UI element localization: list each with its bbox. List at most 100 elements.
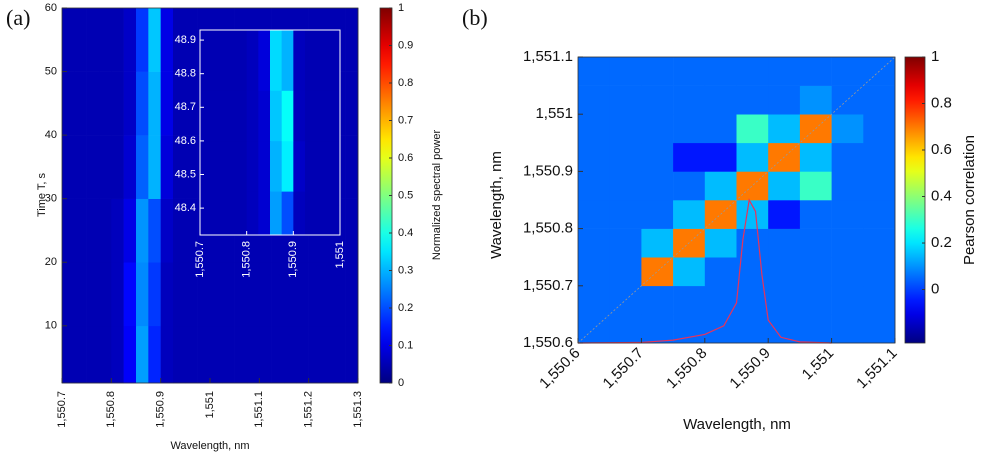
heat-cell — [281, 140, 294, 192]
heat-cell — [609, 228, 642, 258]
heat-cell — [223, 30, 236, 91]
x-tick-label: 1,551.1 — [853, 345, 900, 392]
x-tick-label: 1,551 — [799, 345, 838, 384]
heat-cell — [799, 257, 832, 287]
heat-cell — [136, 8, 149, 72]
inset-y-tick-label: 48.4 — [175, 202, 196, 214]
heat-cell — [296, 325, 309, 384]
heat-cell — [86, 135, 100, 199]
heat-cell — [200, 191, 212, 236]
heat-cell — [768, 200, 801, 229]
heat-cell — [641, 142, 674, 172]
heat-cell — [736, 314, 769, 344]
heat-cell — [673, 114, 706, 144]
heat-cell — [609, 257, 642, 287]
heat-cell — [673, 200, 706, 229]
x-tick-label: 1,550.8 — [663, 345, 710, 392]
heat-cell — [831, 314, 864, 344]
heat-cell — [345, 325, 359, 384]
heat-cell — [316, 140, 329, 192]
heat-cell — [321, 325, 334, 384]
heat-cell — [768, 314, 801, 344]
heat-cell — [148, 71, 161, 136]
heat-cell — [831, 257, 864, 287]
y-axis-label: Time T, s — [36, 173, 48, 218]
spectrum-line — [577, 198, 832, 344]
heat-cell — [345, 71, 359, 136]
heat-cell — [281, 90, 294, 142]
heat-cell — [123, 262, 137, 327]
heat-cell — [74, 325, 87, 384]
colorbar-tick-label: 0.4 — [398, 227, 413, 239]
inset-y-tick-label: 48.9 — [175, 34, 196, 46]
colorbar-tick-label: 0.7 — [398, 114, 413, 126]
heat-cell — [173, 198, 186, 263]
heat-cell — [271, 325, 285, 384]
heat-cell — [235, 140, 247, 192]
colorbar-tick-label: 0 — [398, 377, 404, 389]
colorbar-tick-label: 0.1 — [398, 339, 413, 351]
y-axis-label: Wavelength, nm — [488, 151, 505, 259]
heat-cell — [345, 135, 359, 199]
heat-cell — [271, 262, 285, 327]
heat-cell — [736, 285, 769, 315]
inset-x-tick-label: 1,550.8 — [241, 241, 253, 278]
inset-y-tick-label: 48.6 — [175, 135, 196, 147]
panel-label: (b) — [462, 5, 488, 30]
y-tick-label: 60 — [45, 2, 57, 14]
inset-x-tick-label: 1,550.9 — [287, 241, 299, 278]
heat-cell — [111, 198, 124, 263]
heat-cell — [223, 90, 236, 142]
heat-cell — [62, 262, 75, 327]
heat-cell — [293, 30, 306, 91]
heat-cell — [246, 191, 259, 236]
heat-cell — [293, 191, 306, 236]
heat-cell — [74, 8, 87, 72]
y-tick-label: 1,551.1 — [523, 48, 573, 65]
heat-cell — [578, 57, 610, 86]
heat-cell — [799, 142, 832, 172]
y-tick-label: 1,550.7 — [523, 277, 573, 294]
heat-cell — [831, 142, 864, 172]
heat-cell — [641, 228, 674, 258]
heat-cell — [223, 191, 236, 236]
heat-cell — [609, 114, 642, 144]
heat-cell — [321, 262, 334, 327]
heat-cell — [111, 262, 124, 327]
heat-cell — [704, 142, 737, 172]
heat-cell — [62, 135, 75, 199]
heat-cell — [86, 198, 100, 263]
colorbar-tick-label: 1 — [931, 48, 939, 65]
heat-cell — [136, 198, 149, 263]
heat-cell — [211, 30, 224, 91]
heat-cell — [136, 325, 149, 384]
heat-cell — [86, 8, 100, 72]
heat-cell — [609, 142, 642, 172]
heat-cell — [704, 228, 737, 258]
heat-cell — [185, 262, 198, 327]
heat-cell — [673, 85, 706, 115]
heat-cell — [111, 325, 124, 384]
plot-frame — [577, 56, 896, 344]
heat-cell — [281, 191, 294, 236]
heat-cell — [247, 325, 260, 384]
heat-cell — [863, 142, 896, 172]
heat-cell — [768, 114, 801, 144]
colorbar-tick-label: 0.8 — [398, 77, 413, 89]
heat-cell — [235, 30, 247, 91]
heat-cell — [641, 200, 674, 229]
heat-cell — [673, 257, 706, 287]
y-tick-label: 30 — [45, 193, 57, 205]
colorbar-tick-label: 0.5 — [398, 189, 413, 201]
heat-cell — [173, 262, 186, 327]
heat-cell — [578, 228, 610, 258]
heat-cell — [831, 285, 864, 315]
heat-cell — [185, 198, 198, 263]
x-tick-label: 1,550.6 — [536, 345, 583, 392]
heat-cell — [863, 228, 896, 258]
heat-cell — [99, 71, 112, 136]
inset-y-tick-label: 48.7 — [175, 101, 196, 113]
heat-cell — [284, 262, 297, 327]
heat-cell — [799, 285, 832, 315]
heat-cell — [173, 325, 186, 384]
